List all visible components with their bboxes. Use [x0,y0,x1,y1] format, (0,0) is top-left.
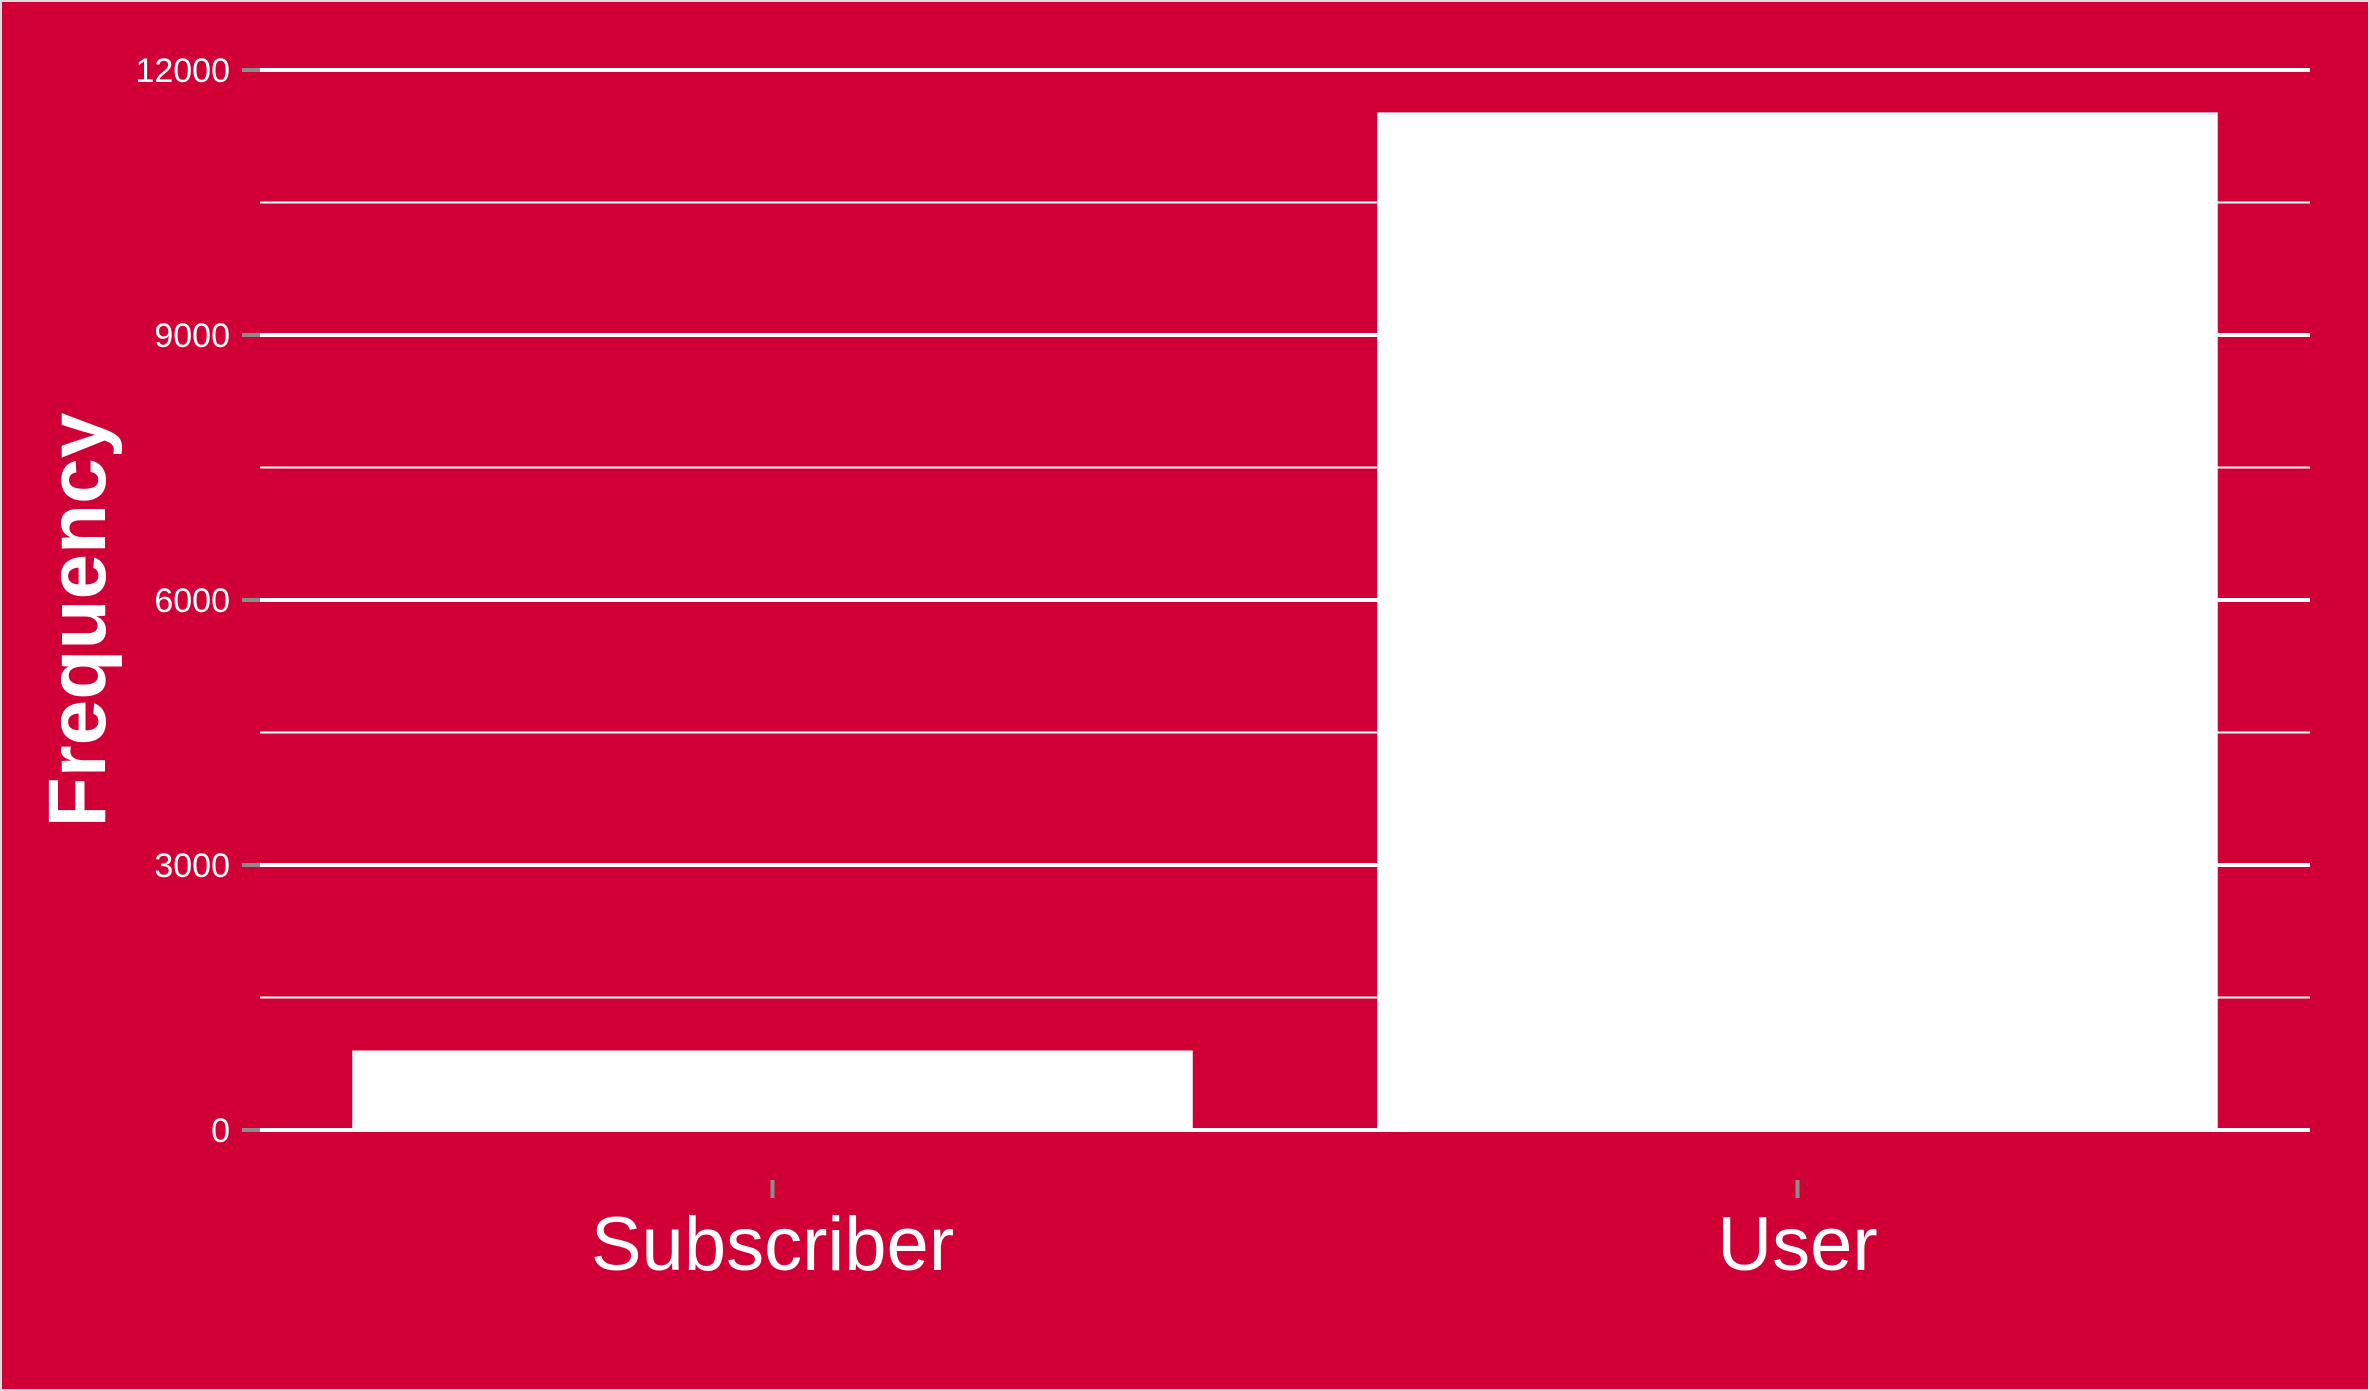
x-category-label: User [1717,1202,1877,1287]
x-axis: Subscriber User [591,1180,1878,1287]
y-tick-label: 0 [211,1112,230,1150]
y-tick-label: 6000 [154,582,230,620]
bar-user [1377,112,2218,1130]
y-axis-title: Frequency [32,412,123,827]
y-tick-label: 9000 [154,317,230,355]
x-category-label: Subscriber [591,1202,954,1287]
y-tick-label: 3000 [154,847,230,885]
y-axis: 0 3000 6000 9000 12000 [135,52,260,1150]
bars [352,112,2218,1130]
bar-subscriber [352,1050,1193,1130]
y-tick-label: 12000 [135,52,230,90]
